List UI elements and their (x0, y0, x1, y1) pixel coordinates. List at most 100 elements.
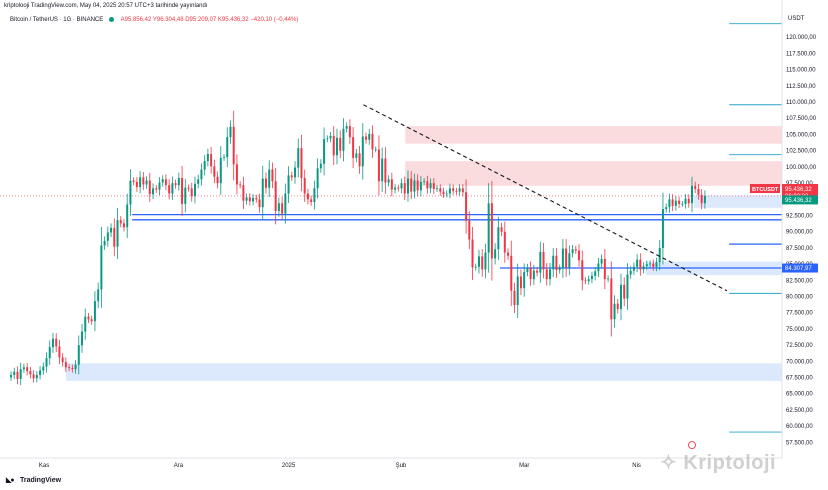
tradingview-logo[interactable]: ◣● TradingView (6, 476, 61, 484)
candle (439, 188, 442, 192)
symbol-info-line: Bitcoin / TetherUS · 1G · BINANCE A95.85… (10, 17, 298, 23)
candle (532, 270, 535, 280)
candle (332, 135, 335, 156)
candle (652, 263, 655, 267)
y-tick-label: 72.500,00 (786, 343, 813, 349)
candle (613, 303, 616, 320)
candle (581, 260, 584, 281)
candle (442, 191, 445, 195)
candle (64, 362, 67, 368)
tradingview-logo-icon: ◣● (6, 477, 15, 484)
y-tick-label: 115.000,00 (786, 68, 816, 74)
candle (139, 177, 142, 188)
tradingview-logo-text: TradingView (19, 477, 62, 484)
candle (703, 195, 706, 204)
candle (206, 154, 209, 162)
candle (574, 249, 577, 251)
candle (590, 275, 593, 280)
candle (264, 178, 267, 188)
x-tick-label: Mar (519, 463, 529, 469)
price-label-green (782, 195, 818, 205)
candle (358, 153, 361, 167)
candle (523, 271, 526, 289)
candle (252, 198, 255, 202)
candle (242, 185, 245, 201)
y-tick-label: 100.000,00 (786, 165, 817, 171)
candle (387, 179, 390, 183)
candle (110, 227, 113, 233)
candle (226, 137, 229, 158)
symbol-title[interactable]: Bitcoin / TetherUS · 1G · BINANCE (10, 17, 104, 24)
candle (513, 290, 516, 306)
candle (536, 270, 539, 273)
candle (623, 284, 626, 299)
candle (371, 133, 374, 150)
candle (390, 179, 393, 190)
candle (368, 133, 371, 140)
candle (594, 271, 597, 276)
candle (578, 250, 581, 261)
candle (545, 269, 548, 280)
candle (93, 301, 96, 322)
candle (352, 137, 355, 158)
candle (452, 188, 455, 191)
candle (300, 148, 303, 178)
candle (310, 199, 313, 202)
candle (465, 192, 468, 221)
candle (174, 183, 177, 186)
candle (87, 316, 90, 320)
candle (319, 163, 322, 169)
candle (68, 367, 71, 369)
y-tick-label: 80.000,00 (786, 294, 813, 300)
candle (306, 193, 309, 200)
candle (365, 136, 368, 140)
candle (477, 256, 480, 267)
y-tick-label: 57.500,00 (786, 440, 813, 446)
candle (164, 179, 167, 186)
candle (339, 137, 342, 151)
candle (177, 177, 180, 186)
candle (45, 358, 48, 367)
y-tick-label: 87.500,00 (786, 246, 813, 252)
candle (193, 183, 196, 197)
price-label-blue (782, 263, 818, 273)
candle (197, 179, 200, 184)
candle (313, 188, 316, 202)
candle (84, 316, 87, 332)
candle (258, 199, 261, 208)
candle (13, 371, 16, 376)
candle (342, 128, 345, 151)
candle (329, 135, 332, 139)
candle (636, 259, 639, 267)
candle (403, 183, 406, 194)
candle (181, 177, 184, 204)
candle (645, 264, 648, 267)
y-tick-label: 75.000,00 (786, 327, 813, 333)
candle (619, 284, 622, 309)
candle (129, 180, 132, 205)
candle (639, 259, 642, 270)
candle (190, 188, 193, 197)
candle (97, 289, 100, 302)
y-tick-label: 90.000,00 (786, 230, 813, 236)
candle (135, 181, 138, 188)
watermark-text: Kriptoloji (683, 452, 777, 474)
candle (281, 203, 284, 214)
candle (610, 278, 613, 320)
candle (161, 179, 164, 183)
candle (155, 188, 158, 190)
candle (74, 364, 77, 370)
candle (26, 367, 29, 372)
market-status-icon (108, 17, 114, 22)
candle (555, 255, 558, 271)
candle (294, 167, 297, 178)
x-tick-label: Şub (396, 463, 407, 469)
resistance-zone (405, 126, 782, 144)
candle (284, 193, 287, 214)
candle (487, 203, 490, 253)
candle (39, 370, 42, 376)
y-tick-label: 77.500,00 (786, 311, 813, 317)
candle (168, 185, 171, 194)
candle (245, 197, 248, 201)
